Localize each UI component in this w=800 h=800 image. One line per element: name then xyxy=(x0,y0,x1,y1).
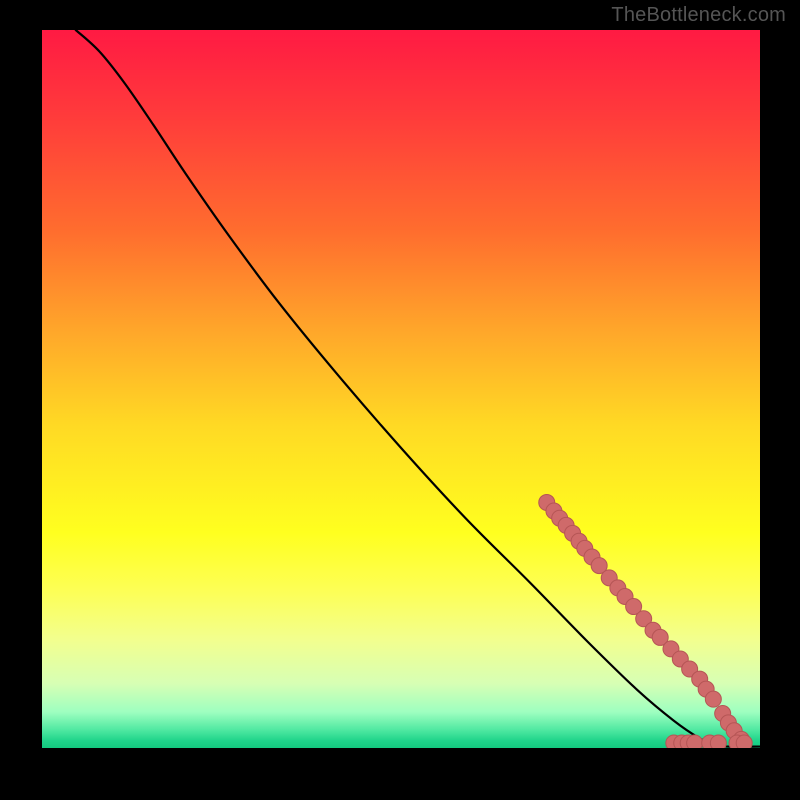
watermark-text: TheBottleneck.com xyxy=(611,4,786,27)
chart-marker xyxy=(705,691,721,707)
chart-plot-area xyxy=(42,30,760,748)
chart-marker xyxy=(736,735,752,748)
chart-marker xyxy=(687,735,703,748)
chart-svg xyxy=(42,30,760,748)
chart-marker xyxy=(710,735,726,748)
